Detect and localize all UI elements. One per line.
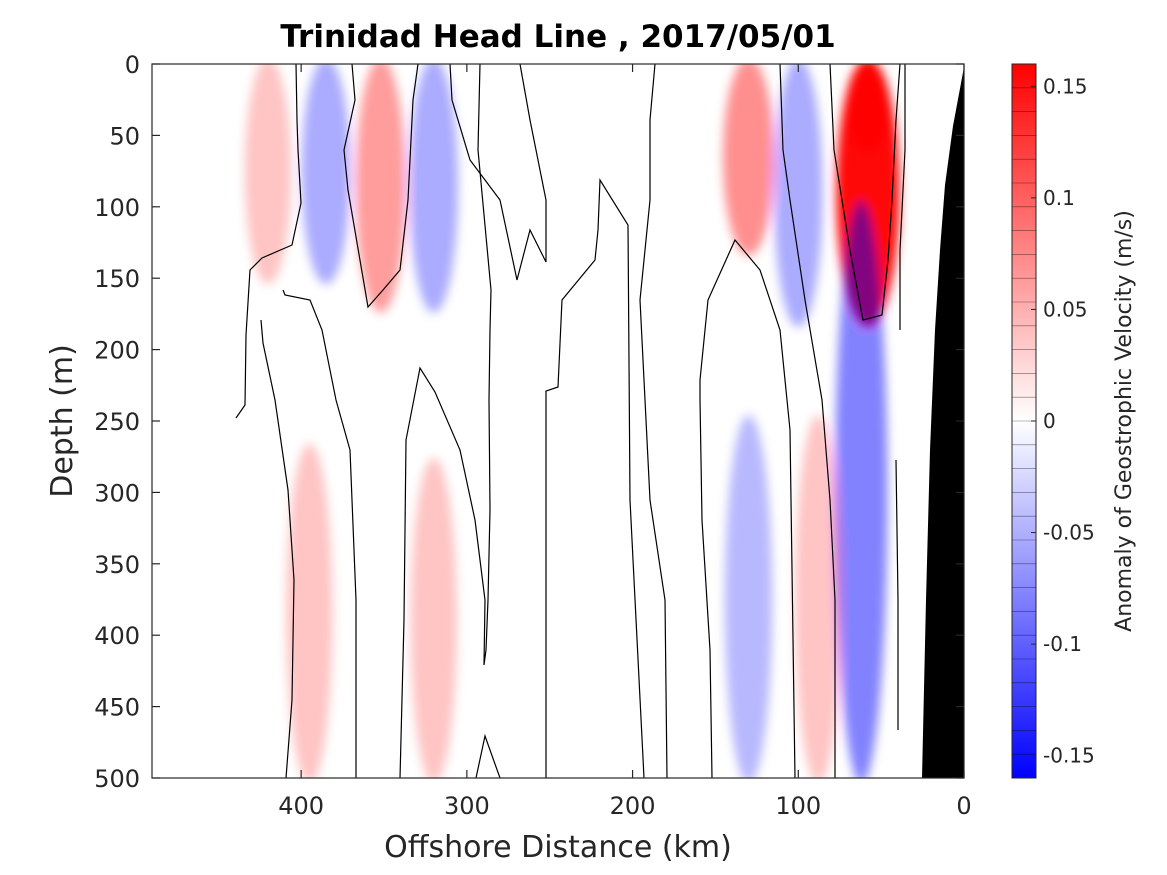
colorbar-tick-label: -0.15 <box>1043 744 1095 768</box>
colorbar-tick-label: 0 <box>1043 409 1056 433</box>
anomaly-core <box>845 64 890 152</box>
x-tick-label: 300 <box>444 792 490 820</box>
zero-contour <box>282 289 357 778</box>
colorbar-tick-label: 0.05 <box>1043 297 1088 321</box>
y-tick-label: 150 <box>94 265 140 293</box>
zero-contour <box>779 64 836 778</box>
zero-contour <box>895 459 899 730</box>
y-tick-label: 200 <box>94 337 140 365</box>
zero-contours <box>235 64 906 778</box>
y-axis-label: Depth (m) <box>45 344 80 498</box>
y-tick-label: 300 <box>94 479 140 507</box>
colorbar-label: Anomaly of Geostrophic Velocity (m/s) <box>1112 210 1137 632</box>
zero-contour <box>699 238 796 778</box>
anomaly-negative-6 <box>409 64 459 313</box>
anomaly-negative-7 <box>301 64 351 285</box>
velocity-anomaly-field <box>244 64 900 778</box>
colorbar-tick-label: 0.15 <box>1043 74 1088 98</box>
zero-contour <box>235 64 302 419</box>
y-tick-label: 0 <box>125 51 140 79</box>
anomaly-positive-2 <box>355 64 406 313</box>
x-tick-label: 100 <box>775 792 821 820</box>
zero-contour <box>260 319 295 778</box>
anomaly-positive-10 <box>410 457 457 778</box>
y-tick-label: 50 <box>109 122 140 150</box>
bathymetry <box>922 67 964 778</box>
colorbar-tick-label: 0.1 <box>1043 186 1075 210</box>
anomaly-negative-4 <box>835 200 888 778</box>
zero-contour <box>475 733 501 778</box>
zero-contour <box>639 64 668 778</box>
y-tick-label: 250 <box>94 408 140 436</box>
zero-contour <box>399 64 492 778</box>
colorbar-tick-label: -0.1 <box>1043 632 1082 656</box>
zero-contour <box>899 64 906 330</box>
x-tick-label: 200 <box>610 792 656 820</box>
y-axis: 0 50 100 150 200 250 300 350 400 450 500 <box>94 51 964 793</box>
colorbar-tick-label: -0.05 <box>1043 521 1095 545</box>
anomaly-positive-1 <box>722 64 775 256</box>
colorbar: 0.15 0.1 0.05 0 -0.05 -0.1 -0.15 <box>1011 63 1095 779</box>
chart-title: Trinidad Head Line , 2017/05/01 <box>280 19 835 55</box>
y-tick-label: 450 <box>94 694 140 722</box>
zero-contour <box>449 64 547 281</box>
x-axis-label: Offshore Distance (km) <box>384 830 732 865</box>
anomaly-negative-5 <box>773 64 823 327</box>
anomaly-negative-8 <box>724 415 773 778</box>
zero-contour <box>343 64 419 309</box>
anomaly-positive-9 <box>286 443 333 778</box>
y-tick-label: 100 <box>94 194 140 222</box>
anomaly-positive-3 <box>244 64 292 285</box>
y-tick-label: 500 <box>94 765 140 793</box>
y-tick-label: 400 <box>94 622 140 650</box>
y-tick-label: 350 <box>94 551 140 579</box>
x-axis: 400 300 200 100 0 <box>278 64 972 820</box>
zero-contour <box>829 64 901 321</box>
zero-contour <box>545 178 645 778</box>
x-tick-label: 400 <box>278 792 324 820</box>
x-tick-label: 0 <box>956 792 971 820</box>
